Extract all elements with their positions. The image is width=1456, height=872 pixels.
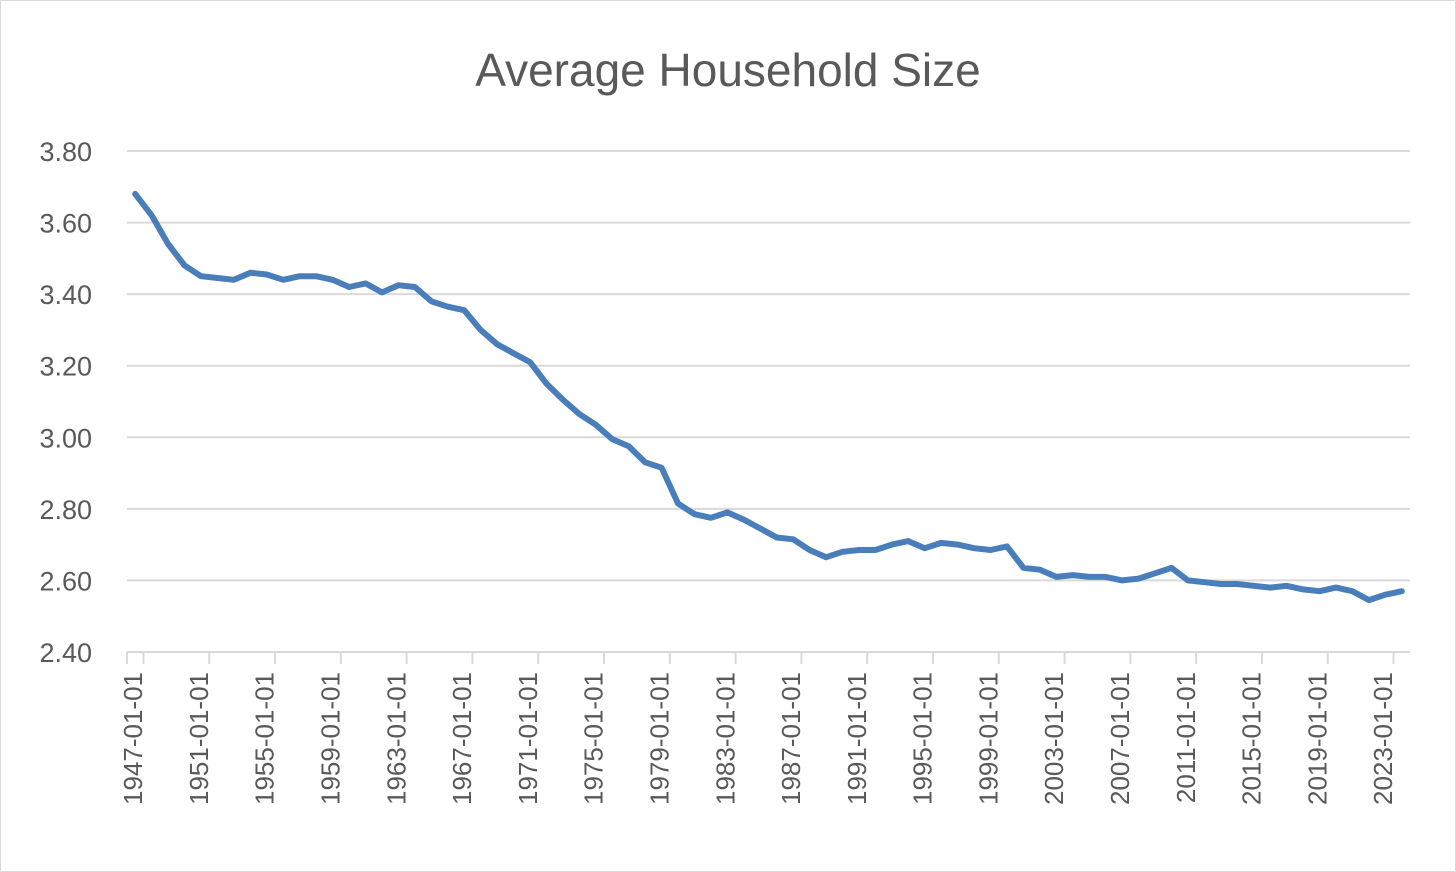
y-tick-label: 2.80 [39, 495, 92, 525]
series-layer [132, 190, 1405, 604]
y-tick-label: 3.40 [39, 280, 92, 310]
y-tick-label: 3.80 [39, 137, 92, 167]
x-tick-label: 1987-01-01 [776, 672, 806, 805]
y-tick-label: 3.00 [39, 423, 92, 453]
x-tick-label: 1967-01-01 [447, 672, 477, 805]
x-tick-label: 1979-01-01 [644, 672, 674, 805]
x-tick-label: 1971-01-01 [513, 672, 543, 805]
y-tick-label: 3.60 [39, 209, 92, 239]
x-tick-label: 2003-01-01 [1039, 672, 1069, 805]
y-tick-label: 2.60 [39, 566, 92, 596]
x-tick-label: 1951-01-01 [184, 672, 214, 805]
x-tick-label: 2015-01-01 [1237, 672, 1267, 805]
x-tick-label: 1947-01-01 [118, 672, 148, 805]
y-axis-ticks: 2.40 2.60 2.80 3.00 3.20 3.40 3.60 3.80 [39, 137, 92, 668]
x-tick-label: 1975-01-01 [579, 672, 609, 805]
x-tick-label: 1999-01-01 [973, 672, 1003, 805]
x-tick-label: 1995-01-01 [908, 672, 938, 805]
series-line [132, 190, 1405, 604]
x-tick-label: 1963-01-01 [381, 672, 411, 805]
x-tick-label: 1955-01-01 [250, 672, 280, 805]
grid-lines [127, 150, 1410, 582]
x-tick-label: 2023-01-01 [1368, 672, 1398, 805]
y-tick-label: 2.40 [39, 638, 92, 668]
x-tick-label: 2019-01-01 [1302, 672, 1332, 805]
x-tick-label: 1959-01-01 [315, 672, 345, 805]
x-tick-label: 1983-01-01 [710, 672, 740, 805]
x-tick-label: 2011-01-01 [1171, 672, 1201, 803]
x-axis-ticks: 1947-01-01 1951-01-01 1955-01-01 1959-01-01… [118, 672, 1398, 805]
x-tick-label: 2007-01-01 [1105, 672, 1135, 805]
x-tick-label: 1991-01-01 [842, 672, 872, 805]
chart-title: Average Household Size [475, 44, 980, 96]
x-axis [126, 651, 1410, 664]
y-tick-label: 3.20 [39, 352, 92, 382]
